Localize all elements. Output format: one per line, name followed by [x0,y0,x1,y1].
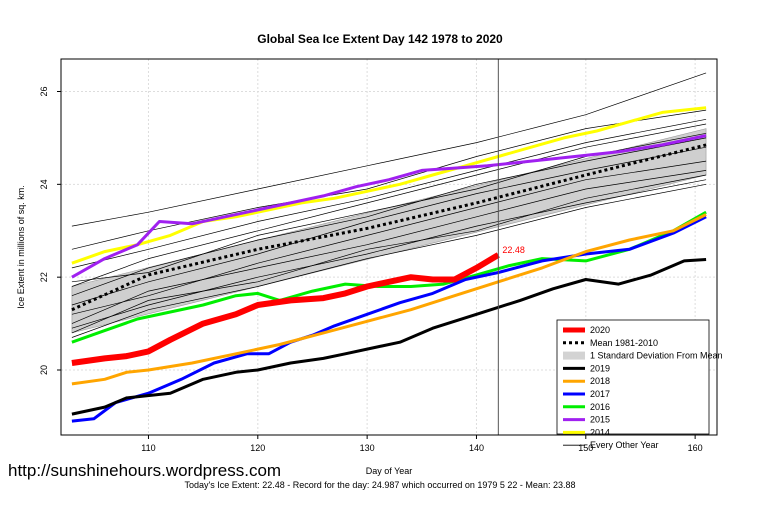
x-tick-label: 160 [688,443,703,453]
series-2020-line [71,252,500,366]
legend-label: 2020 [590,325,610,335]
series-2015-line [71,134,707,279]
y-tick-label: 24 [39,179,49,189]
legend-label: 2016 [590,402,610,412]
y-axis-label: Ice Extent in millions of sq. km. [16,185,26,309]
legend-label: 2014 [590,427,610,437]
other-year-line [71,179,707,329]
other-year-line [71,183,707,338]
legend-label: 2017 [590,389,610,399]
std-deviation-band [71,128,707,334]
y-tick-label: 26 [39,86,49,96]
legend-box [556,319,710,435]
series-2019-line [71,258,707,416]
other-year-line [71,109,707,250]
series-2018-line [71,213,707,386]
x-tick-label: 150 [578,443,593,453]
x-axis-label: Day of Year [366,466,413,476]
x-tick-label: 110 [141,443,155,453]
legend-label: 1 Standard Deviation From Mean [590,351,723,361]
other-year-line [71,146,707,306]
other-year-line [71,174,707,334]
plot-frame [60,58,718,436]
other-year-line [71,170,707,324]
legend-label: 2019 [590,363,610,373]
legend-label: Mean 1981-2010 [590,338,658,348]
other-year-line [71,160,707,315]
y-tick-label: 20 [39,365,49,375]
legend-swatch [563,351,585,360]
legend-label: Every Other Year [590,440,659,450]
other-year-line [71,137,707,297]
x-tick-label: 130 [360,443,375,453]
x-tick-label: 140 [469,443,484,453]
mean-line [71,143,707,312]
series-2014-line [71,106,707,265]
footer-stats: Today's Ice Extent: 22.48 - Record for t… [184,480,576,490]
y-tick-label: 22 [39,272,49,282]
chart-title: Global Sea Ice Extent Day 142 1978 to 20… [257,32,503,46]
current-value-label: 22.48 [502,245,525,255]
legend-label: 2018 [590,376,610,386]
watermark-url: http://sunshinehours.wordpress.com [8,461,282,480]
other-year-line [71,123,707,287]
x-tick-label: 120 [250,443,265,453]
other-year-line [71,118,707,269]
legend-label: 2015 [590,415,610,425]
other-year-line [71,72,707,227]
